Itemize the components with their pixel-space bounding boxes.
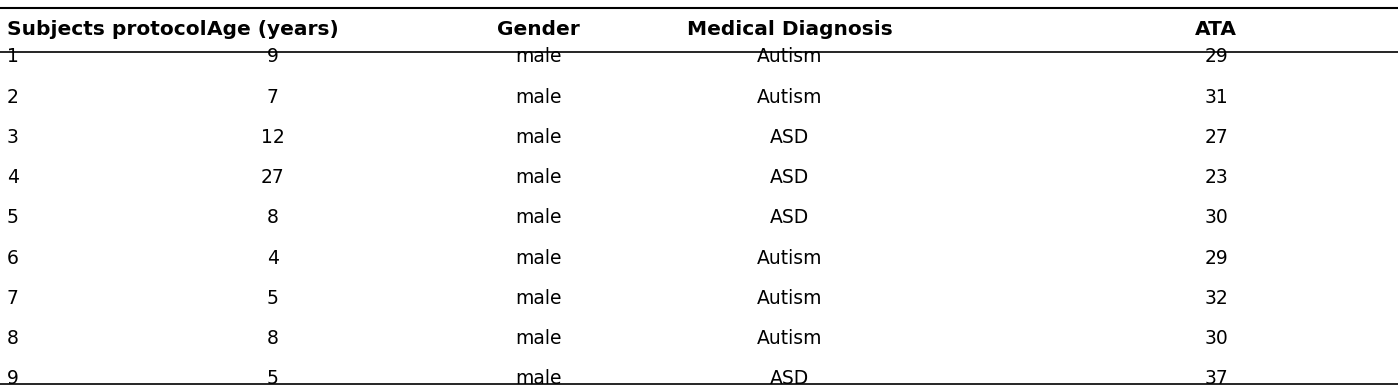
- Text: 1: 1: [7, 48, 18, 67]
- Text: 5: 5: [7, 209, 18, 227]
- Text: 27: 27: [261, 168, 284, 187]
- Text: male: male: [514, 168, 562, 187]
- Text: male: male: [514, 128, 562, 147]
- Text: Autism: Autism: [758, 289, 822, 308]
- Text: 37: 37: [1205, 369, 1227, 388]
- Text: 9: 9: [7, 369, 18, 388]
- Text: 4: 4: [267, 249, 278, 268]
- Text: 32: 32: [1205, 289, 1227, 308]
- Text: male: male: [514, 209, 562, 227]
- Text: 8: 8: [7, 329, 18, 348]
- Text: 30: 30: [1205, 329, 1227, 348]
- Text: 3: 3: [7, 128, 18, 147]
- Text: Autism: Autism: [758, 329, 822, 348]
- Text: Medical Diagnosis: Medical Diagnosis: [686, 21, 893, 39]
- Text: 30: 30: [1205, 209, 1227, 227]
- Text: ASD: ASD: [770, 128, 809, 147]
- Text: Subjects protocol: Subjects protocol: [7, 21, 207, 39]
- Text: 6: 6: [7, 249, 18, 268]
- Text: 27: 27: [1205, 128, 1227, 147]
- Text: Autism: Autism: [758, 249, 822, 268]
- Text: 23: 23: [1205, 168, 1227, 187]
- Text: 29: 29: [1205, 48, 1227, 67]
- Text: 7: 7: [7, 289, 18, 308]
- Text: 5: 5: [267, 289, 278, 308]
- Text: Gender: Gender: [496, 21, 580, 39]
- Text: 12: 12: [261, 128, 284, 147]
- Text: ASD: ASD: [770, 209, 809, 227]
- Text: ASD: ASD: [770, 168, 809, 187]
- Text: 4: 4: [7, 168, 20, 187]
- Text: male: male: [514, 289, 562, 308]
- Text: male: male: [514, 88, 562, 107]
- Text: 9: 9: [267, 48, 278, 67]
- Text: Autism: Autism: [758, 48, 822, 67]
- Text: 7: 7: [267, 88, 278, 107]
- Text: ASD: ASD: [770, 369, 809, 388]
- Text: 8: 8: [267, 209, 278, 227]
- Text: 5: 5: [267, 369, 278, 388]
- Text: 2: 2: [7, 88, 18, 107]
- Text: 31: 31: [1205, 88, 1227, 107]
- Text: ATA: ATA: [1195, 21, 1237, 39]
- Text: male: male: [514, 369, 562, 388]
- Text: male: male: [514, 48, 562, 67]
- Text: Age (years): Age (years): [207, 21, 338, 39]
- Text: male: male: [514, 329, 562, 348]
- Text: 8: 8: [267, 329, 278, 348]
- Text: 29: 29: [1205, 249, 1227, 268]
- Text: Autism: Autism: [758, 88, 822, 107]
- Text: male: male: [514, 249, 562, 268]
